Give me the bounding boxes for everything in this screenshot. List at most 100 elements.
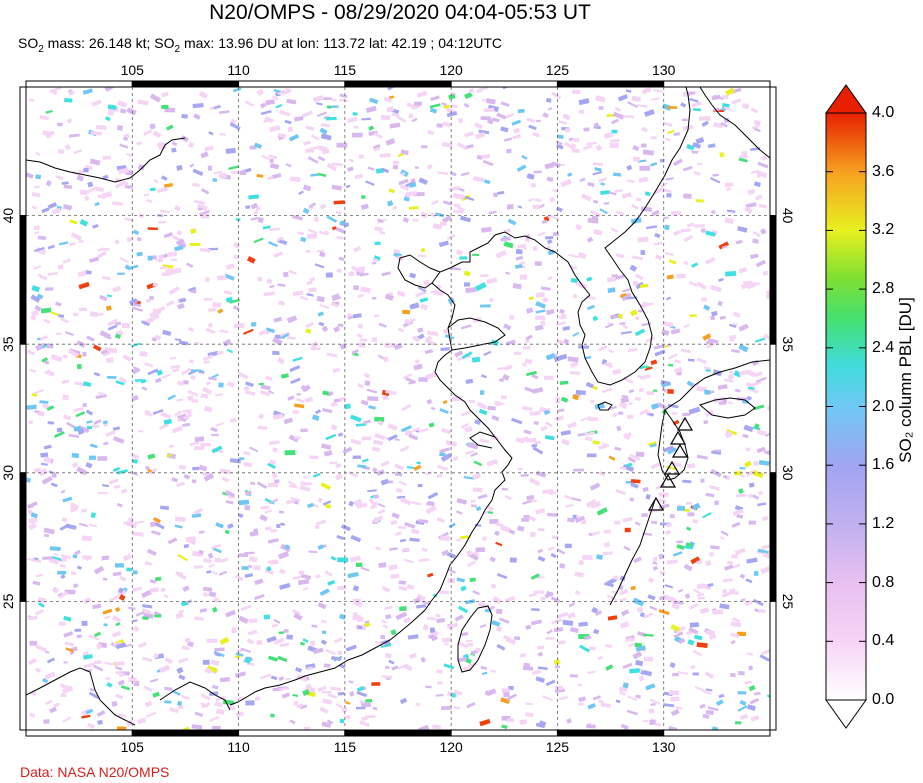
so2-pixel [250,216,259,221]
so2-pixel [475,131,486,140]
so2-pixel [650,161,658,167]
so2-pixel [337,691,345,696]
so2-pixel [597,655,604,661]
so2-pixel [268,482,279,488]
so2-pixel [136,717,147,725]
so2-pixel [115,380,125,386]
so2-pixel [381,167,390,174]
so2-pixel [468,399,476,404]
so2-pixel [705,492,715,498]
so2-pixel [121,181,129,186]
so2-pixel [540,286,551,291]
so2-pixel [300,428,308,433]
so2-pixel [751,238,760,245]
so2-pixel [592,440,600,445]
so2-pixel [549,196,556,203]
so2-pixel [257,217,264,224]
so2-pixel [427,129,435,136]
so2-pixel [63,661,68,664]
so2-pixel [193,113,201,120]
so2-pixel [406,584,415,590]
so2-pixel [243,450,251,456]
so2-pixel [666,193,672,198]
lon-tick-label-top: 130 [652,62,676,78]
so2-pixel [529,477,541,487]
so2-pixel [466,442,479,450]
so2-pixel [749,698,760,705]
so2-pixel [752,598,764,607]
so2-pixel [474,122,483,130]
so2-pixel [385,138,396,146]
so2-pixel [703,304,711,311]
so2-pixel [673,366,683,374]
so2-pixel [578,345,590,349]
so2-pixel [138,430,144,433]
so2-pixel [51,472,57,478]
so2-pixel [753,119,761,126]
so2-pixel [650,461,662,470]
so2-pixel [560,396,569,403]
coastline-china-mainland [229,231,513,706]
so2-pixel [134,520,144,524]
so2-pixel [107,324,118,331]
so2-pixel [504,113,515,119]
so2-pixel [634,273,644,281]
so2-pixel [317,685,327,692]
so2-pixel [76,634,82,639]
so2-pixel [598,105,604,111]
so2-pixel [373,439,384,446]
so2-pixel [455,249,464,256]
so2-pixel [208,376,217,381]
so2-pixel [126,236,133,243]
so2-pixel [350,438,362,446]
lon-tick-label-bottom: 130 [652,739,676,755]
so2-pixel [284,544,290,550]
so2-pixel [618,686,628,692]
so2-pixel [86,335,95,342]
so2-pixel [44,287,54,291]
so2-pixel [67,349,80,358]
so2-pixel [629,264,638,272]
so2-pixel [509,557,517,563]
so2-pixel [310,173,319,177]
so2-pixel [707,706,719,712]
so2-pixel [65,421,77,429]
so2-pixel [26,404,37,410]
so2-pixel [676,544,685,550]
so2-pixel [313,472,321,478]
so2-pixel [132,570,138,575]
so2-pixel [193,199,205,205]
so2-pixel [425,685,432,689]
so2-pixel [707,582,714,588]
so2-pixel [509,314,514,320]
frame-bar-top [238,80,346,88]
so2-pixel [63,184,73,189]
so2-pixel [641,126,648,133]
so2-pixel [120,685,131,691]
so2-pixel [570,143,577,150]
so2-pixel [606,594,618,602]
so2-pixel [619,293,627,298]
so2-pixel [222,491,230,496]
so2-pixel [324,503,332,509]
so2-pixel [673,601,684,605]
so2-pixel [54,553,59,557]
so2-pixel [593,122,600,129]
so2-pixel [352,111,358,116]
so2-pixel [64,98,73,103]
so2-pixel [491,117,500,123]
so2-pixel [326,352,338,358]
so2-pixel [149,295,155,301]
so2-pixel [717,300,723,307]
so2-pixel [470,452,478,457]
so2-pixel [393,249,400,254]
so2-pixel [152,409,164,415]
so2-pixel [235,652,244,657]
so2-pixel [177,302,185,310]
so2-pixel [119,108,127,114]
so2-pixel [464,131,474,138]
so2-pixel [617,94,629,102]
frame-bar-left [19,600,27,731]
so2-pixel [517,525,525,532]
so2-pixel [634,328,646,337]
